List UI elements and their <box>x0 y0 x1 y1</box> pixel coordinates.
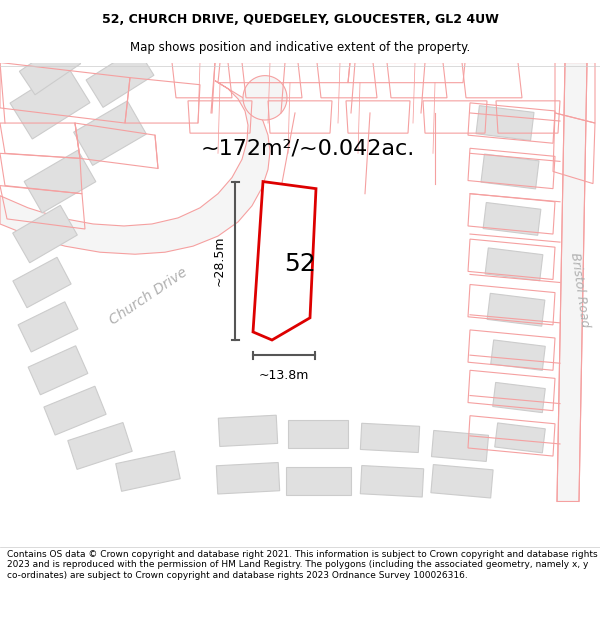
Text: 52: 52 <box>284 253 316 276</box>
Bar <box>24 150 96 213</box>
Bar <box>485 248 543 281</box>
Bar <box>493 382 545 412</box>
Bar <box>86 48 154 108</box>
Bar <box>68 422 132 469</box>
Bar <box>116 451 180 491</box>
Bar <box>495 423 545 453</box>
Bar <box>217 462 280 494</box>
Text: ~28.5m: ~28.5m <box>212 236 226 286</box>
Text: 52, CHURCH DRIVE, QUEDGELEY, GLOUCESTER, GL2 4UW: 52, CHURCH DRIVE, QUEDGELEY, GLOUCESTER,… <box>101 13 499 26</box>
Text: Church Drive: Church Drive <box>106 266 190 328</box>
Bar <box>431 431 488 461</box>
Bar <box>361 466 424 497</box>
Bar <box>483 202 541 236</box>
Polygon shape <box>0 81 270 254</box>
Bar <box>74 101 146 166</box>
Bar <box>13 258 71 308</box>
Bar <box>218 415 278 446</box>
Polygon shape <box>253 182 316 340</box>
Bar <box>10 67 90 139</box>
Bar <box>44 386 106 435</box>
Text: ~172m²/~0.042ac.: ~172m²/~0.042ac. <box>201 138 415 158</box>
Bar <box>431 464 493 498</box>
Polygon shape <box>557 62 587 501</box>
Text: Bristol Road: Bristol Road <box>568 251 592 328</box>
Bar <box>13 206 77 262</box>
Bar <box>288 420 348 448</box>
Bar <box>361 423 419 452</box>
Text: Contains OS data © Crown copyright and database right 2021. This information is : Contains OS data © Crown copyright and d… <box>7 550 598 580</box>
Text: ~13.8m: ~13.8m <box>259 369 309 382</box>
Bar <box>476 106 534 141</box>
Bar <box>481 154 539 189</box>
Bar <box>491 340 545 371</box>
Bar <box>18 302 78 352</box>
Bar <box>19 41 80 95</box>
Bar <box>487 293 545 326</box>
Bar <box>28 346 88 395</box>
Bar <box>286 467 350 496</box>
Polygon shape <box>243 76 287 120</box>
Text: Map shows position and indicative extent of the property.: Map shows position and indicative extent… <box>130 41 470 54</box>
